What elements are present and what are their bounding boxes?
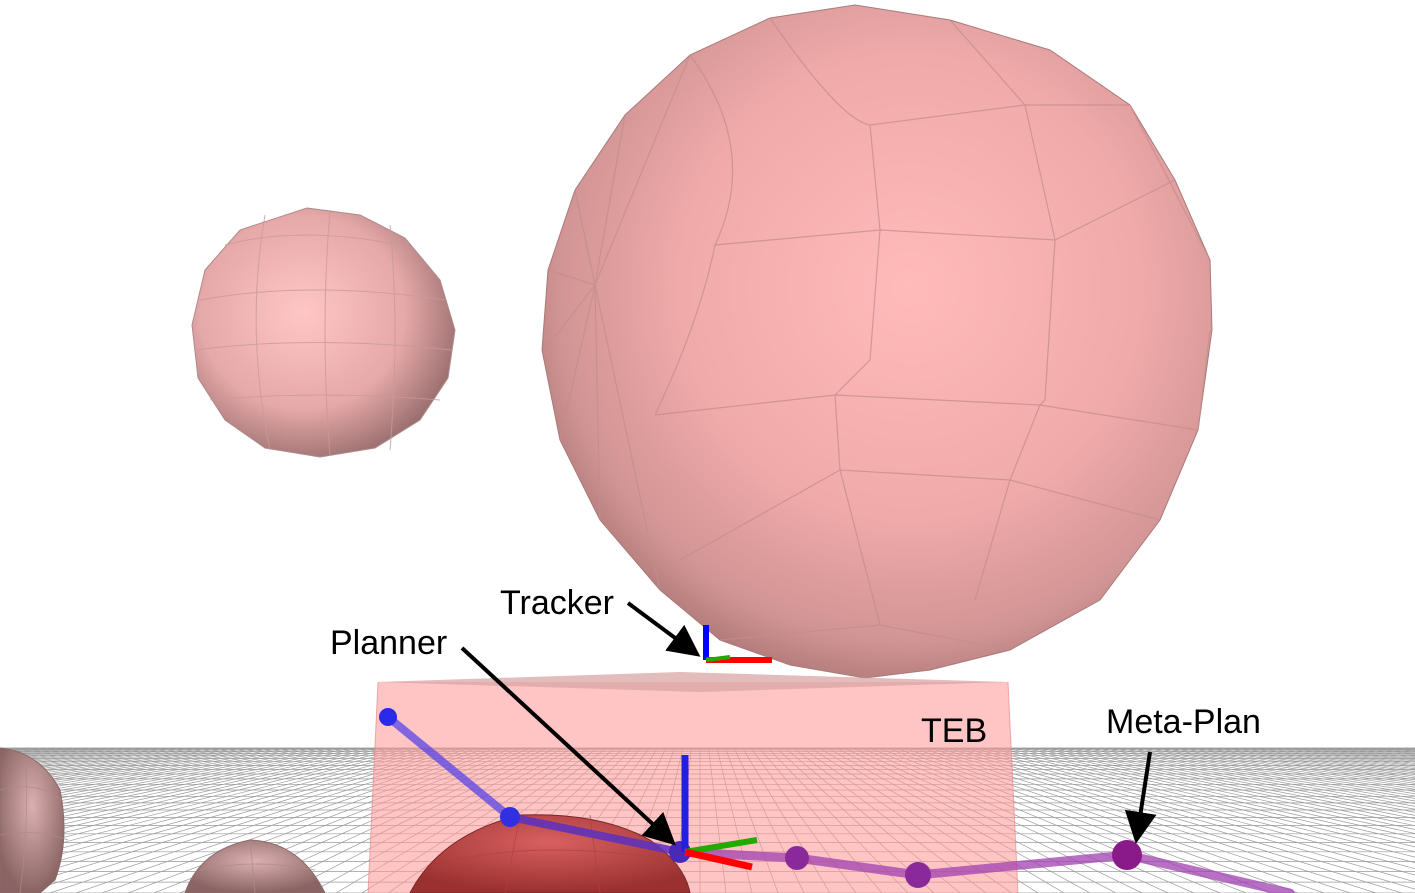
tracker-label: Tracker bbox=[500, 584, 614, 622]
meta-plan-arrow bbox=[1124, 751, 1157, 844]
meta-plan-label: Meta-Plan bbox=[1106, 703, 1261, 741]
obstacle-sphere-edge-bottom bbox=[184, 839, 326, 893]
path-node-5 bbox=[905, 862, 931, 888]
planner-label: Planner bbox=[330, 624, 447, 662]
obstacle-sphere-edge-left bbox=[0, 747, 69, 893]
teb-label: TEB bbox=[921, 712, 987, 750]
path-node-meta-plan bbox=[1112, 840, 1142, 870]
obstacle-sphere-large bbox=[541, 4, 1213, 679]
tracker-arrow bbox=[626, 601, 701, 657]
path-node-2 bbox=[500, 807, 520, 827]
tracker-axes bbox=[703, 625, 772, 663]
path-node-1 bbox=[379, 708, 397, 726]
obstacle-sphere-red bbox=[409, 814, 691, 893]
trajectory-path bbox=[379, 708, 1295, 893]
annotation-arrows bbox=[460, 601, 1157, 846]
planner-axes bbox=[681, 755, 758, 871]
planner-arrow bbox=[460, 646, 676, 846]
path-node-4 bbox=[785, 846, 809, 870]
obstacle-sphere-small bbox=[191, 207, 456, 458]
